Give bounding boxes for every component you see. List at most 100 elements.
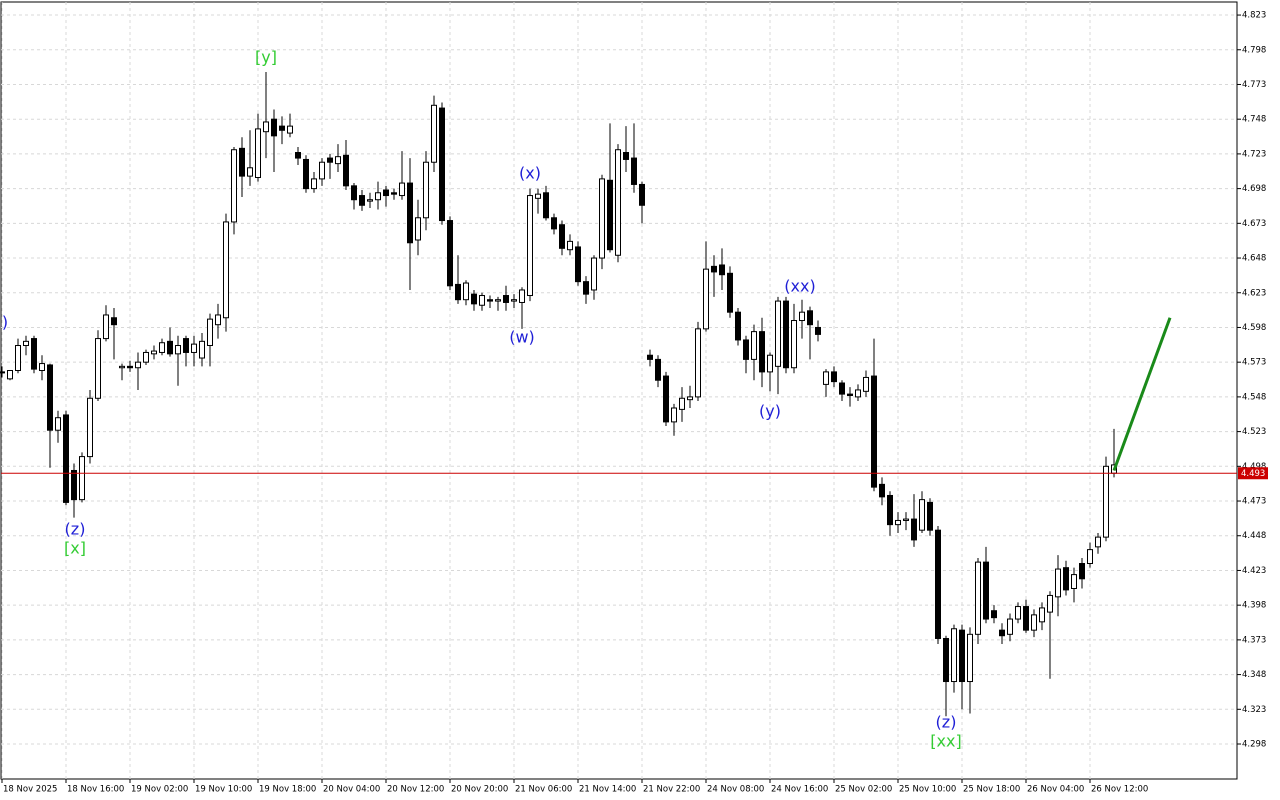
candle-body xyxy=(255,128,261,179)
x-tick-label: 18 Nov 16:00 xyxy=(67,785,124,795)
candle-body xyxy=(391,192,397,195)
candle-body xyxy=(719,264,725,276)
candle-body xyxy=(39,363,45,372)
candle-body xyxy=(463,282,469,301)
wave-label: [xx] xyxy=(930,732,961,751)
y-tick-label: 4.573 xyxy=(1242,358,1266,368)
candle-body xyxy=(143,351,149,363)
candle-body xyxy=(583,281,589,295)
candle-body xyxy=(487,299,493,302)
candle-body xyxy=(191,343,197,353)
y-tick-label: 4.498 xyxy=(1242,462,1266,472)
candle-body xyxy=(287,125,293,134)
candle-body xyxy=(991,610,997,619)
candle-body xyxy=(647,354,653,360)
candle-body xyxy=(399,182,405,197)
candle-body xyxy=(23,340,29,347)
candle-body xyxy=(15,345,21,372)
candle-body xyxy=(263,121,269,133)
candle-body xyxy=(831,371,837,383)
candle-body xyxy=(199,340,205,359)
candle-body xyxy=(335,156,341,165)
y-tick-label: 4.448 xyxy=(1242,531,1266,541)
candle-body xyxy=(1087,549,1093,565)
x-tick-label: 25 Nov 02:00 xyxy=(835,785,892,795)
wave-label: (x) xyxy=(519,164,541,183)
candle-body xyxy=(311,178,317,190)
candle-body xyxy=(1063,567,1069,591)
candle-body xyxy=(295,152,301,159)
wave-label: ) xyxy=(2,313,8,332)
candle-body xyxy=(639,183,645,206)
candle-body xyxy=(599,178,605,259)
candle-body xyxy=(751,331,757,360)
x-tick-label: 21 Nov 06:00 xyxy=(515,785,572,795)
x-tick-label: 20 Nov 12:00 xyxy=(387,785,444,795)
candle-body xyxy=(623,152,629,160)
candle-body xyxy=(543,192,549,219)
candle-body xyxy=(471,293,477,305)
last-price-label: 4.493 xyxy=(1241,469,1265,479)
wave-label: [y] xyxy=(255,48,277,67)
candle-body xyxy=(447,220,453,287)
candle-body xyxy=(327,157,333,163)
candle-body xyxy=(351,185,357,201)
wave-label: (z) xyxy=(65,520,86,539)
wave-label: (w) xyxy=(509,328,535,347)
y-tick-label: 4.598 xyxy=(1242,323,1266,333)
candle-body xyxy=(943,637,949,683)
y-tick-label: 4.748 xyxy=(1242,115,1266,125)
x-tick-label: 24 Nov 16:00 xyxy=(771,785,828,795)
candle-body xyxy=(31,338,37,370)
candle-body xyxy=(375,192,381,201)
candle-body xyxy=(927,501,933,531)
candle-body xyxy=(359,195,365,206)
y-tick-label: 4.673 xyxy=(1242,219,1266,229)
candle-body xyxy=(535,193,541,199)
candle-body xyxy=(231,149,237,223)
candle-body xyxy=(71,469,77,501)
y-tick-label: 4.373 xyxy=(1242,635,1266,645)
candle-body xyxy=(527,195,533,297)
candle-body xyxy=(919,499,925,531)
candle-body xyxy=(63,414,69,503)
candle-body xyxy=(319,161,325,180)
candle-body xyxy=(1095,536,1101,548)
candle-body xyxy=(1039,607,1045,623)
x-tick-label: 21 Nov 14:00 xyxy=(579,785,636,795)
x-tick-label: 18 Nov 2025 xyxy=(3,785,57,795)
candle-body xyxy=(167,340,173,355)
x-tick-label: 25 Nov 18:00 xyxy=(963,785,1020,795)
candle-body xyxy=(1031,614,1037,631)
x-tick-label: 24 Nov 08:00 xyxy=(707,785,764,795)
x-tick-label: 19 Nov 02:00 xyxy=(131,785,188,795)
y-tick-label: 4.623 xyxy=(1242,288,1266,298)
candle-body xyxy=(383,189,389,197)
candle-body xyxy=(1047,594,1053,613)
candle-body xyxy=(879,483,885,498)
candle-body xyxy=(607,179,613,251)
candle-body xyxy=(423,161,429,219)
candle-body xyxy=(847,393,853,396)
candle-body xyxy=(663,375,669,423)
candle-body xyxy=(7,370,13,380)
wave-label: [x] xyxy=(64,539,86,558)
candle-body xyxy=(863,376,869,392)
candle-body xyxy=(687,396,693,401)
candle-body xyxy=(671,407,677,423)
candle-body xyxy=(711,265,717,273)
candle-body xyxy=(407,182,413,244)
candle-body xyxy=(1007,618,1013,635)
projection-line xyxy=(1112,317,1172,471)
x-tick-label: 26 Nov 12:00 xyxy=(1091,785,1148,795)
candle-body xyxy=(247,167,253,177)
candle-body xyxy=(511,299,517,302)
candle-body xyxy=(519,289,525,303)
last-price-box xyxy=(1238,467,1268,480)
candle-body xyxy=(695,328,701,398)
candle-body xyxy=(999,629,1005,637)
candle-body xyxy=(239,147,245,177)
candle-body xyxy=(479,295,485,306)
candle-body xyxy=(87,397,93,458)
